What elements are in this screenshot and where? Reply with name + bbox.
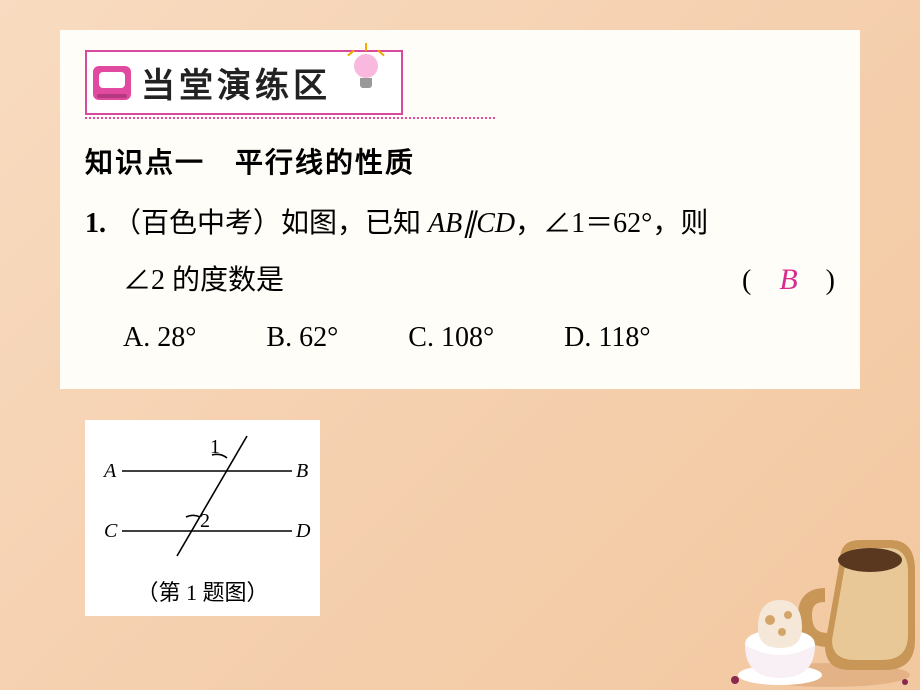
section-title-box: 当堂演练区 bbox=[85, 50, 403, 115]
answer-paren: ( B ) bbox=[742, 253, 835, 307]
coffee-decoration-icon bbox=[720, 500, 920, 690]
answer-letter: B bbox=[779, 263, 797, 296]
knowledge-point-heading: 知识点一 平行线的性质 bbox=[85, 141, 835, 181]
question-stem-line2: ∠2 的度数是 ( B ) bbox=[85, 253, 835, 307]
lightbulb-icon bbox=[349, 46, 383, 96]
stem-text-3: ∠2 的度数是 bbox=[123, 256, 284, 306]
option-c: C. 108° bbox=[408, 313, 494, 363]
stem-text-1: 如图，已知 bbox=[281, 208, 428, 239]
label-a: A bbox=[102, 460, 117, 482]
option-b: B. 62° bbox=[266, 313, 338, 363]
question-1: 1. （百色中考）如图，已知 AB∥CD，∠1＝62°，则 ∠2 的度数是 ( … bbox=[85, 199, 835, 364]
question-number: 1. bbox=[85, 208, 106, 239]
stem-math-ab-cd: AB∥CD bbox=[428, 208, 515, 239]
label-d: D bbox=[295, 520, 311, 542]
board-icon bbox=[93, 66, 131, 100]
geometry-diagram: A B C D 1 2 bbox=[92, 431, 314, 566]
angle-2-arc bbox=[186, 515, 200, 517]
label-c: C bbox=[104, 520, 118, 542]
label-b: B bbox=[296, 460, 308, 482]
figure-caption: （第 1 题图） bbox=[92, 575, 313, 607]
stem-text-2: ，∠1＝62°，则 bbox=[515, 208, 708, 239]
option-a: A. 28° bbox=[123, 313, 196, 363]
content-card: 当堂演练区 知识点一 平行线的性质 1. （百色中考）如图，已知 AB∥CD，∠… bbox=[60, 30, 860, 389]
question-stem-line1: 1. （百色中考）如图，已知 AB∥CD，∠1＝62°，则 bbox=[85, 199, 835, 249]
option-d: D. 118° bbox=[564, 313, 650, 363]
figure-1: A B C D 1 2 （第 1 题图） bbox=[85, 420, 320, 616]
label-angle-1: 1 bbox=[210, 436, 220, 458]
question-source: （百色中考） bbox=[113, 208, 281, 239]
dotted-divider bbox=[85, 117, 495, 119]
options-row: A. 28° B. 62° C. 108° D. 118° bbox=[85, 313, 835, 363]
section-title: 当堂演练区 bbox=[141, 58, 331, 107]
label-angle-2: 2 bbox=[200, 510, 210, 532]
